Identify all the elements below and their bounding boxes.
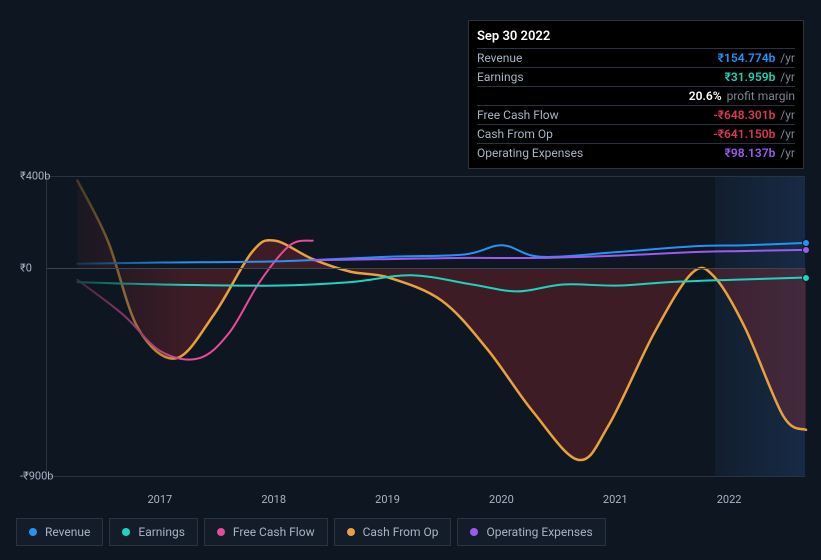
tooltip-date: Sep 30 2022 [477, 27, 795, 48]
legend-item[interactable]: Revenue [16, 518, 103, 546]
chart-svg [47, 176, 806, 476]
y-axis-label: -₹900b [20, 470, 53, 483]
legend-item[interactable]: Free Cash Flow [204, 518, 328, 546]
legend-label: Revenue [45, 525, 90, 539]
gridline [47, 268, 805, 269]
x-axis-label: 2021 [603, 493, 628, 506]
x-axis-label: 2020 [489, 493, 514, 506]
tooltip-row: 20.6% profit margin [477, 86, 795, 105]
tooltip-value: ₹31.959b /yr [524, 70, 795, 84]
tooltip-label: Earnings [477, 70, 524, 84]
legend-label: Free Cash Flow [233, 525, 315, 539]
legend-swatch [347, 528, 355, 536]
series-end-dot [802, 274, 810, 282]
tooltip-rows: Revenue₹154.774b /yrEarnings₹31.959b /yr… [477, 48, 795, 162]
tooltip-value: ₹154.774b /yr [522, 51, 795, 65]
y-axis-label: ₹400b [20, 170, 50, 183]
legend-swatch [29, 528, 37, 536]
legend-label: Earnings [138, 525, 185, 539]
x-axis-label: 2017 [147, 493, 172, 506]
gridline [47, 476, 805, 477]
tooltip-value: ₹98.137b /yr [583, 146, 795, 160]
legend-swatch [217, 528, 225, 536]
tooltip-label: Operating Expenses [477, 146, 583, 160]
financial-chart: ₹400b₹0-₹900b201720182019202020212022 [16, 160, 805, 480]
tooltip-value: 20.6% profit margin [477, 89, 795, 103]
tooltip-label: Cash From Op [477, 127, 553, 141]
tooltip-row: Revenue₹154.774b /yr [477, 48, 795, 67]
tooltip-value: -₹648.301b /yr [559, 108, 795, 122]
tooltip-row: Cash From Op-₹641.150b /yr [477, 124, 795, 143]
tooltip-label: Free Cash Flow [477, 108, 559, 122]
y-axis-label: ₹0 [20, 262, 32, 275]
gridline [47, 176, 805, 177]
legend-item[interactable]: Cash From Op [334, 518, 452, 546]
chart-legend: Revenue Earnings Free Cash Flow Cash From O… [16, 518, 606, 546]
chart-tooltip: Sep 30 2022 Revenue₹154.774b /yrEarnings… [468, 20, 804, 169]
chart-plot-area[interactable] [46, 176, 805, 476]
legend-swatch [122, 528, 130, 536]
legend-label: Operating Expenses [486, 525, 592, 539]
tooltip-row: Free Cash Flow-₹648.301b /yr [477, 105, 795, 124]
x-axis-label: 2018 [261, 493, 286, 506]
tooltip-label: Revenue [477, 51, 522, 65]
tooltip-value: -₹641.150b /yr [553, 127, 795, 141]
legend-item[interactable]: Operating Expenses [457, 518, 605, 546]
x-axis-label: 2022 [717, 493, 742, 506]
legend-label: Cash From Op [363, 525, 439, 539]
series-end-dot [802, 246, 810, 254]
legend-item[interactable]: Earnings [109, 518, 198, 546]
tooltip-row: Earnings₹31.959b /yr [477, 67, 795, 86]
x-axis-label: 2019 [375, 493, 400, 506]
legend-swatch [470, 528, 478, 536]
